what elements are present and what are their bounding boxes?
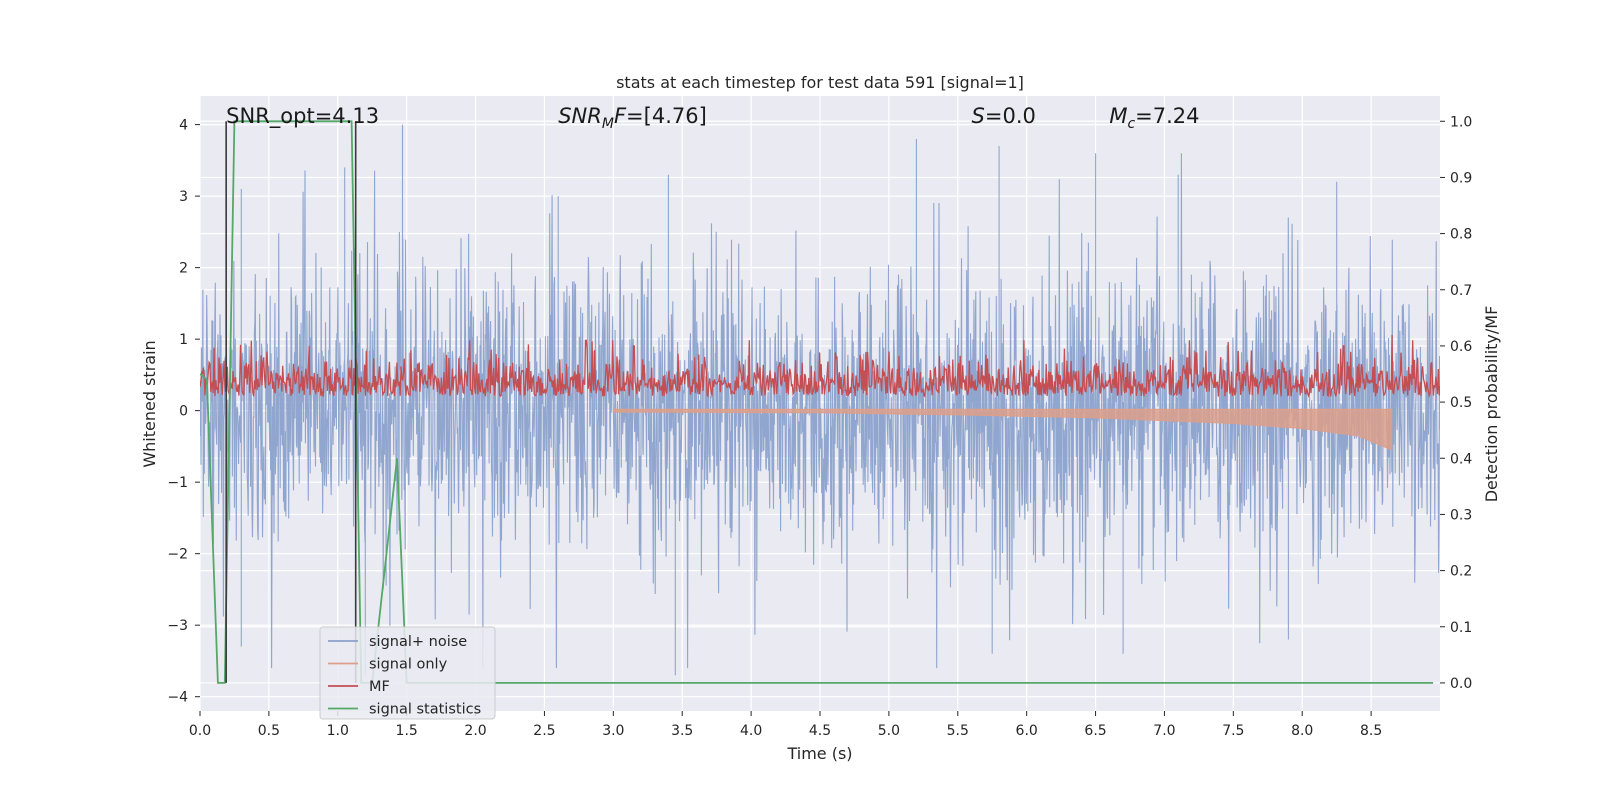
y-right-tick-label: 0.4: [1450, 451, 1472, 467]
x-tick-label: 0.5: [258, 723, 280, 739]
series-mf: [200, 334, 1440, 399]
x-tick-label: 4.0: [740, 723, 762, 739]
x-tick-label: 4.5: [809, 723, 831, 739]
y-left-tick-label: −1: [167, 475, 188, 491]
x-tick-label: 1.0: [327, 723, 349, 739]
x-axis-label: Time (s): [786, 744, 852, 763]
x-tick-label: 6.5: [1084, 723, 1106, 739]
legend-label-2: MF: [369, 679, 390, 695]
y-left-tick-label: −3: [167, 618, 188, 634]
x-tick-label: 7.0: [1153, 723, 1175, 739]
y-left-tick-label: 4: [179, 118, 188, 134]
annotation-3: Mc=7.24: [1109, 104, 1199, 132]
x-tick-label: 2.5: [533, 723, 555, 739]
x-tick-label: 7.5: [1222, 723, 1244, 739]
y-right-tick-label: 1.0: [1450, 114, 1472, 130]
legend-box: [319, 626, 496, 720]
y-left-tick-label: 1: [179, 332, 188, 348]
legend: signal+ noise signal only MF signal statist…: [319, 626, 496, 720]
series-signal-only: [612, 408, 1393, 451]
y-left-tick-label: 2: [179, 261, 188, 277]
x-tick-label: 1.5: [396, 723, 418, 739]
series-signal-noise: [200, 124, 1440, 676]
x-tick-label: 0.0: [189, 723, 211, 739]
y-right-tick-label: 0.7: [1450, 283, 1472, 299]
axis-ticks: 0.0 0.5 1.0 1.5 2.0 2.5 3.0 3.5 4.0 4.5 5.0 5.5 6.0 6…: [167, 114, 1472, 739]
y-left-tick-label: 3: [179, 189, 188, 205]
annotation-2: S=0.0: [972, 104, 1036, 128]
y-axis-label-left: Whitened strain: [140, 340, 159, 467]
chart-title: stats at each timestep for test data 591…: [616, 73, 1024, 92]
vertical-markers: [225, 121, 357, 683]
x-tick-label: 3.5: [671, 723, 693, 739]
y-left-tick-label: −2: [167, 547, 188, 563]
legend-label-1: signal only: [369, 657, 448, 673]
y-right-tick-label: 0.0: [1450, 676, 1472, 692]
y-right-tick-label: 0.8: [1450, 227, 1472, 243]
series-signal-statistics: [200, 120, 1434, 684]
annotation-0: SNR_opt=4.13: [226, 104, 379, 129]
x-tick-label: 5.0: [878, 723, 900, 739]
y-left-tick-label: 0: [179, 404, 188, 420]
x-tick-label: 6.0: [1016, 723, 1038, 739]
series-layer: [200, 120, 1440, 684]
x-tick-label: 8.0: [1291, 723, 1313, 739]
y-right-tick-label: 0.3: [1450, 507, 1472, 523]
legend-label-3: signal statistics: [369, 702, 481, 718]
annotations: SNR_opt=4.13 SNRMF=[4.76] S=0.0 Mc=7.24: [226, 104, 1199, 132]
y-axis-label-right: Detection probability/MF: [1482, 306, 1501, 503]
annotation-1: SNRMF=[4.76]: [558, 104, 707, 132]
x-tick-label: 5.5: [947, 723, 969, 739]
y-right-tick-label: 0.9: [1450, 170, 1472, 186]
x-tick-label: 8.5: [1360, 723, 1382, 739]
y-left-tick-label: −4: [167, 690, 188, 706]
x-tick-label: 3.0: [602, 723, 624, 739]
x-tick-label: 2.0: [464, 723, 486, 739]
y-right-tick-label: 0.6: [1450, 339, 1472, 355]
y-right-tick-label: 0.1: [1450, 620, 1472, 636]
y-right-tick-label: 0.5: [1450, 395, 1472, 411]
legend-label-0: signal+ noise: [369, 634, 467, 650]
y-right-tick-label: 0.2: [1450, 564, 1472, 580]
